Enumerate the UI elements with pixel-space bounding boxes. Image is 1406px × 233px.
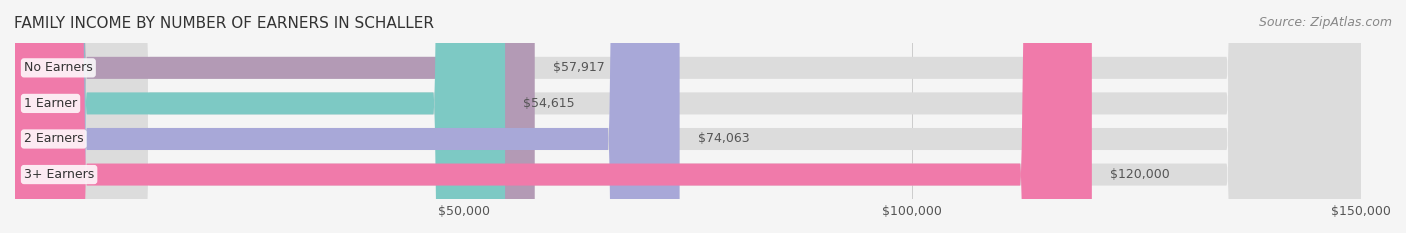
Text: $57,917: $57,917 <box>553 61 605 74</box>
FancyBboxPatch shape <box>15 0 1361 233</box>
Text: 1 Earner: 1 Earner <box>24 97 77 110</box>
FancyBboxPatch shape <box>15 0 1092 233</box>
Text: $54,615: $54,615 <box>523 97 575 110</box>
Text: 3+ Earners: 3+ Earners <box>24 168 94 181</box>
FancyBboxPatch shape <box>15 0 679 233</box>
Text: $120,000: $120,000 <box>1109 168 1170 181</box>
Text: 2 Earners: 2 Earners <box>24 133 83 145</box>
FancyBboxPatch shape <box>15 0 1361 233</box>
FancyBboxPatch shape <box>15 0 1361 233</box>
Text: Source: ZipAtlas.com: Source: ZipAtlas.com <box>1258 16 1392 29</box>
Text: $74,063: $74,063 <box>697 133 749 145</box>
FancyBboxPatch shape <box>15 0 534 233</box>
Text: FAMILY INCOME BY NUMBER OF EARNERS IN SCHALLER: FAMILY INCOME BY NUMBER OF EARNERS IN SC… <box>14 16 434 31</box>
FancyBboxPatch shape <box>15 0 505 233</box>
FancyBboxPatch shape <box>15 0 1361 233</box>
Text: No Earners: No Earners <box>24 61 93 74</box>
